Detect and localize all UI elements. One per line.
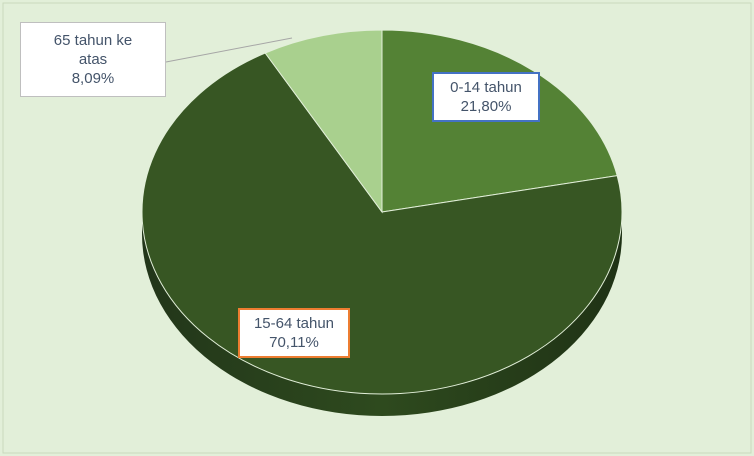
label-category: 15-64 tahun bbox=[253, 315, 335, 332]
label-category: 0-14 tahun bbox=[450, 79, 522, 96]
label-value: 21,80% bbox=[460, 98, 512, 115]
label-value: 8,09% bbox=[71, 70, 115, 87]
data-label: 65 tahun ke atas 8,09% bbox=[20, 22, 166, 97]
label-category: 65 tahun ke atas bbox=[53, 32, 133, 68]
data-label: 15-64 tahun 70,11% bbox=[238, 308, 350, 358]
leader-line bbox=[165, 37, 293, 63]
data-label: 0-14 tahun 21,80% bbox=[432, 72, 540, 122]
pie-slice bbox=[264, 29, 383, 214]
label-value: 70,11% bbox=[269, 334, 319, 351]
